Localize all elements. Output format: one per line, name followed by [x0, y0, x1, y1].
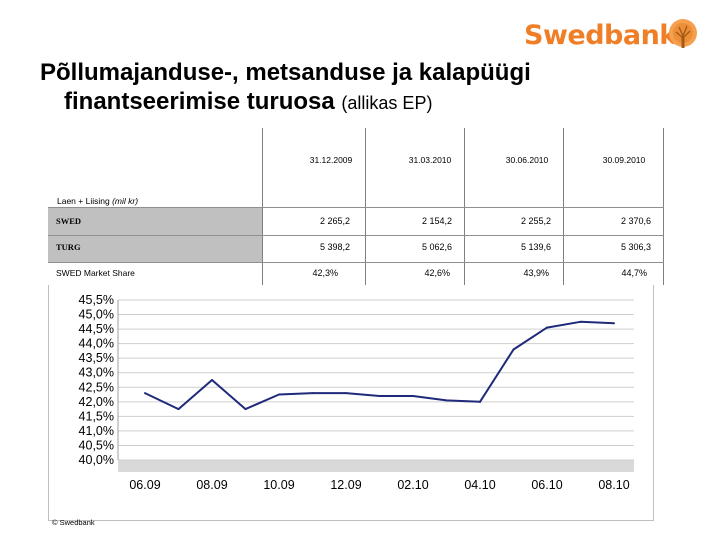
y-tick-label: 42,5% — [79, 380, 114, 394]
plot-area — [118, 300, 634, 460]
data-point — [177, 408, 180, 411]
table-cell: 5 398,2 — [319, 242, 350, 252]
y-tick-label: 43,0% — [79, 366, 114, 380]
x-tick-label: 06.10 — [531, 478, 562, 490]
table-cell: 2 154,2 — [421, 216, 452, 226]
table-cell: 2 370,6 — [620, 216, 651, 226]
table-cell: 42,6% — [424, 268, 450, 278]
y-tick-label: 44,0% — [79, 337, 114, 351]
table-divider — [563, 128, 564, 285]
y-tick-label: 45,0% — [79, 308, 114, 322]
table-divider — [365, 128, 366, 285]
y-tick-label: 42,0% — [79, 395, 114, 409]
x-tick-label: 06.09 — [129, 478, 160, 490]
x-tick-label: 12.09 — [330, 478, 361, 490]
table-divider — [464, 128, 465, 285]
y-tick-label: 40,0% — [79, 453, 114, 467]
row-separator — [48, 235, 664, 236]
table-divider — [262, 128, 263, 285]
row-label-market-share: SWED Market Share — [56, 268, 135, 278]
subheader-text: Laen + Liising — [57, 196, 113, 206]
chart-frame — [48, 285, 654, 521]
row-label-bg — [48, 235, 262, 262]
data-point — [445, 399, 448, 402]
table-cell: 44,7% — [621, 268, 647, 278]
y-tick-label: 41,5% — [79, 409, 114, 423]
market-share-line-chart: 40,0%40,5%41,0%41,5%42,0%42,5%43,0%43,5%… — [79, 293, 634, 490]
footer-copyright: © Swedbank — [52, 518, 95, 527]
table-cell: 5 306,3 — [620, 242, 651, 252]
data-point — [244, 408, 247, 411]
table-divider — [663, 128, 664, 285]
x-tick-label: 08.10 — [598, 478, 629, 490]
title-line2: finantseerimise turuosa — [64, 88, 335, 115]
data-point — [144, 392, 146, 395]
row-separator — [48, 207, 664, 208]
title-source: (allikas EP) — [341, 93, 433, 113]
row-label-swed: SWED — [56, 216, 82, 226]
data-point — [412, 395, 414, 397]
logo-wordmark: Swedbank — [524, 20, 677, 51]
column-header: 30.09.2010 — [602, 155, 646, 165]
table-cell: 2 255,2 — [520, 216, 551, 226]
data-point — [579, 320, 582, 323]
x-tick-label: 08.09 — [196, 478, 227, 490]
row-label-bg — [48, 208, 262, 235]
data-point — [546, 326, 548, 329]
subheader-unit: (mil kr) — [112, 196, 139, 206]
oak-tree-icon — [669, 19, 697, 48]
x-tick-label: 02.10 — [397, 478, 428, 490]
page-title: Põllumajanduse-, metsanduse ja kalapüügi… — [40, 58, 660, 118]
y-tick-label: 45,5% — [79, 293, 114, 307]
table-cell: 42,3% — [312, 268, 338, 278]
row-label-turg: TURG — [56, 242, 81, 252]
table-subheader: Laen + Liising (mil kr) — [57, 196, 138, 206]
column-header: 31.03.2010 — [408, 155, 452, 165]
table-cell: 43,9% — [523, 268, 549, 278]
data-point — [613, 322, 615, 325]
x-tick-label: 04.10 — [464, 478, 495, 490]
table-cell: 5 062,6 — [421, 242, 452, 252]
data-point — [311, 392, 314, 395]
data-point — [479, 400, 481, 403]
plot-floor — [118, 460, 634, 472]
y-tick-label: 41,0% — [79, 424, 114, 438]
column-header: 31.12.2009 — [309, 155, 353, 165]
row-separator — [48, 262, 664, 263]
y-tick-label: 44,5% — [79, 322, 114, 336]
title-line1: Põllumajanduse-, metsanduse ja kalapüügi — [40, 59, 531, 86]
data-point — [378, 395, 381, 397]
table-cell: 5 139,6 — [520, 242, 551, 252]
column-header: 30.06.2010 — [505, 155, 549, 165]
data-point — [278, 393, 280, 396]
title-line2-wrap: finantseerimise turuosa (allikas EP) — [40, 87, 660, 118]
y-tick-label: 43,5% — [79, 351, 114, 365]
data-point — [211, 379, 213, 381]
y-tick-label: 40,5% — [79, 438, 114, 452]
data-point — [512, 348, 515, 351]
swedbank-logo: Swedbank — [524, 18, 704, 58]
data-point — [345, 392, 347, 395]
table-cell: 2 265,2 — [319, 216, 350, 226]
x-tick-label: 10.09 — [263, 478, 294, 490]
